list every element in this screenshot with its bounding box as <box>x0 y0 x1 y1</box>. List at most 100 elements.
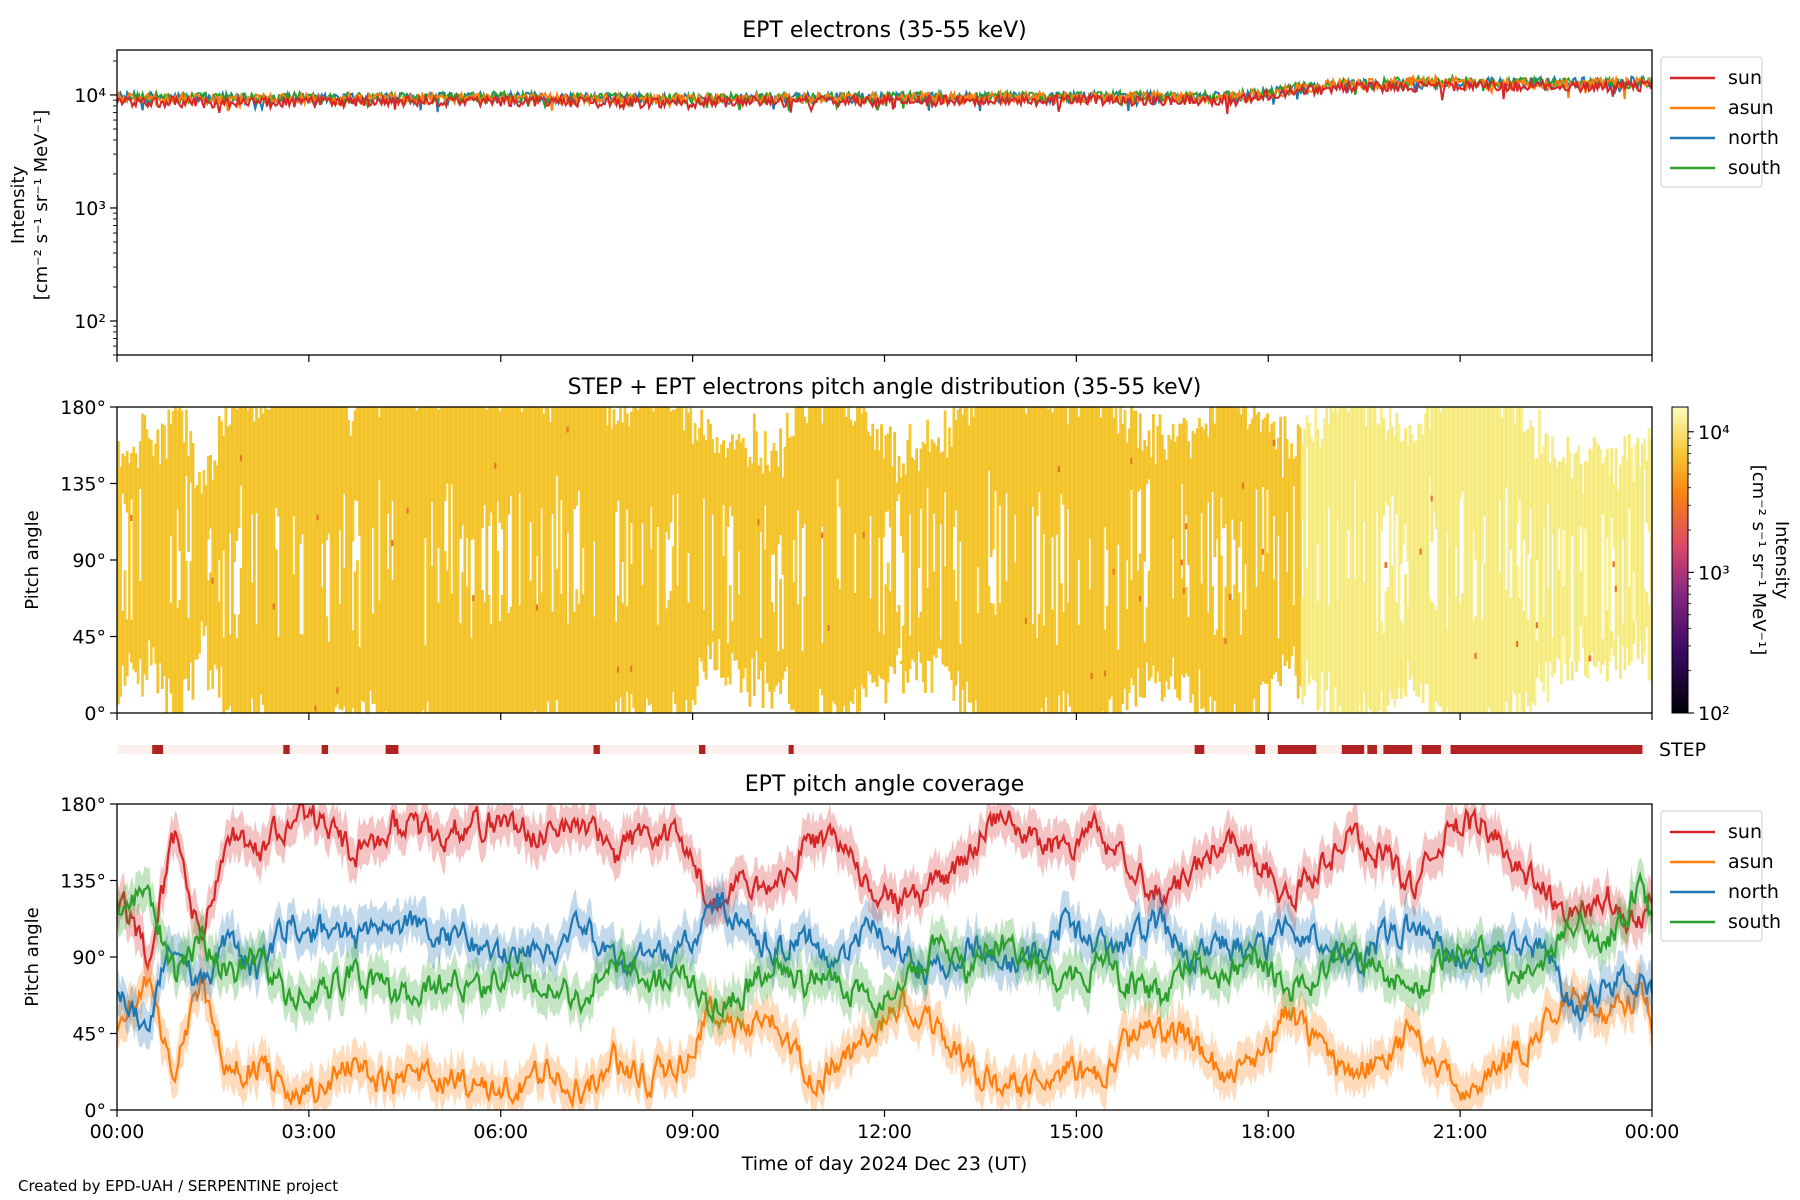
heatmap-cell <box>983 407 986 713</box>
heatmap-cell <box>380 407 383 713</box>
legend-north-label: north <box>1728 127 1779 149</box>
heatmap-cell <box>1566 436 1570 681</box>
footer-credit: Created by EPD-UAH / SERPENTINE project <box>18 1177 338 1195</box>
heatmap-cell <box>1048 407 1052 713</box>
heatmap-cell <box>1498 572 1502 713</box>
heatmap-cell <box>1485 407 1489 713</box>
step-interval <box>385 745 399 754</box>
heatmap-cell <box>1575 451 1579 672</box>
heatmap-cell <box>842 407 846 706</box>
heatmap-cell <box>616 595 620 713</box>
heatmap-cell <box>546 407 550 702</box>
heatmap-cell <box>921 441 925 682</box>
heatmap-cell <box>167 409 171 679</box>
heatmap-cell <box>1540 454 1543 682</box>
heatmap-cell <box>1353 407 1357 482</box>
heatmap-cell <box>1535 640 1539 679</box>
heatmap-cell <box>1384 562 1388 569</box>
heatmap-cell <box>1349 407 1353 713</box>
heatmap-cell <box>149 439 153 666</box>
heatmap-cell <box>331 407 335 713</box>
heatmap-cell <box>1077 416 1081 560</box>
heatmap-cell <box>430 566 434 713</box>
heatmap-cell <box>902 625 905 694</box>
heatmap-cell <box>1044 407 1048 698</box>
heatmap-cell <box>535 604 539 611</box>
heatmap-cell <box>1187 617 1190 677</box>
heatmap-cell <box>1143 440 1147 562</box>
heatmap-cell <box>1057 407 1061 696</box>
heatmap-cell <box>327 407 331 534</box>
heatmap-cell <box>1579 463 1583 527</box>
heatmap-cell <box>450 407 454 485</box>
heatmap-cell <box>1002 407 1006 713</box>
colorbar-gradient <box>1671 406 1689 714</box>
heatmap-cell <box>1597 444 1600 662</box>
heatmap-cell <box>1649 438 1652 681</box>
heatmap-cell <box>1614 448 1618 671</box>
heatmap-cell <box>904 474 908 672</box>
heatmap-cell <box>1584 460 1587 529</box>
heatmap-cell <box>1638 467 1642 642</box>
heatmap-cell <box>138 580 142 660</box>
heatmap-cell <box>1235 408 1239 713</box>
heatmap-cell <box>906 439 910 683</box>
heatmap-cell <box>323 407 326 713</box>
heatmap-cell <box>1342 407 1346 713</box>
heatmap-cell <box>1312 441 1315 680</box>
heatmap-cell <box>816 407 820 713</box>
heatmap-cell <box>1432 407 1436 513</box>
heatmap-cell <box>632 407 636 709</box>
heatmap-cell <box>391 407 394 501</box>
step-interval <box>1255 745 1266 754</box>
heatmap-cell <box>562 407 565 713</box>
heatmap-cell <box>1461 407 1465 492</box>
heatmap-cell <box>119 466 122 697</box>
heatmap-cell <box>198 471 201 654</box>
heatmap-cell <box>1105 605 1109 713</box>
heatmap-cell <box>1095 407 1098 713</box>
heatmap-cell <box>671 409 675 496</box>
heatmap-cell <box>1121 423 1125 704</box>
heatmap-cell <box>312 407 315 713</box>
pitch-angle-distribution-panel: STEP + EPT electrons pitch angle distrib… <box>22 375 1792 725</box>
heatmap-cell <box>241 407 245 713</box>
heatmap-cell <box>404 407 408 712</box>
heatmap-cell <box>371 407 375 528</box>
heatmap-cell <box>1241 482 1245 489</box>
heatmap-cell <box>888 426 892 528</box>
heatmap-cell <box>630 563 633 694</box>
heatmap-cell <box>509 407 513 497</box>
heatmap-cell <box>279 407 283 713</box>
heatmap-cell <box>1261 419 1265 487</box>
y-tick-label: 135° <box>60 871 106 893</box>
heatmap-cell <box>347 419 351 713</box>
heatmap-cell <box>551 407 554 515</box>
heatmap-cell <box>452 407 456 713</box>
heatmap-cell <box>1114 407 1118 713</box>
heatmap-cell <box>1448 407 1451 713</box>
heatmap-cell <box>1230 407 1234 520</box>
heatmap-cell <box>1182 417 1186 678</box>
heatmap-cell <box>974 407 978 701</box>
heatmap-cell <box>141 413 144 697</box>
heatmap-cell <box>1402 625 1405 690</box>
intensity-y-units: [cm⁻² s⁻¹ sr⁻¹ MeV⁻¹] <box>31 110 52 301</box>
heatmap-cell <box>1386 430 1390 507</box>
heatmap-cell <box>757 465 761 680</box>
colorbar-tick-label: 10² <box>1698 703 1730 725</box>
heatmap-cell <box>134 453 138 673</box>
heatmap-cell <box>1397 423 1401 688</box>
heatmap-cell <box>733 449 736 661</box>
x-tick-label: 03:00 <box>281 1121 336 1143</box>
heatmap-cell <box>1362 581 1366 693</box>
heatmap-cell <box>616 420 620 501</box>
heatmap-cell <box>239 567 243 713</box>
heatmap-cell <box>1130 457 1133 464</box>
heatmap-cell <box>498 411 502 523</box>
heatmap-cell <box>281 407 285 713</box>
coverage-legend: sun asun north south <box>1660 810 1781 942</box>
heatmap-cell <box>722 440 726 505</box>
heatmap-cell <box>770 602 774 709</box>
heatmap-cell <box>1215 407 1219 540</box>
